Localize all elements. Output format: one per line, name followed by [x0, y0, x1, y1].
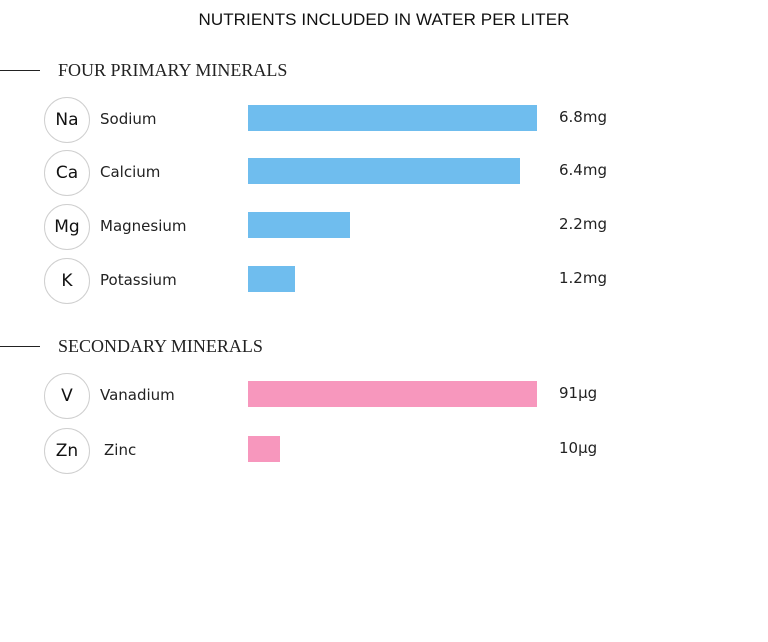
value-label: 2.2mg: [559, 215, 607, 233]
section-title: FOUR PRIMARY MINERALS: [58, 60, 288, 80]
value-label: 6.8mg: [559, 108, 607, 126]
mineral-name: Calcium: [100, 163, 161, 181]
bar-calcium: [248, 158, 520, 184]
bar-potassium: [248, 266, 295, 292]
bar-magnesium: [248, 212, 350, 238]
bar-zinc: [248, 436, 280, 462]
chart-title: NUTRIENTS INCLUDED IN WATER PER LITER: [198, 10, 570, 29]
element-symbol-badge: V: [44, 373, 90, 419]
mineral-row-vanadium: V Vanadium 91μg: [0, 373, 768, 421]
section-rule: [0, 346, 40, 347]
value-label: 1.2mg: [559, 269, 607, 287]
value-label: 91μg: [559, 384, 598, 402]
mineral-name: Sodium: [100, 110, 157, 128]
mineral-row-potassium: K Potassium 1.2mg: [0, 258, 768, 306]
section-title: SECONDARY MINERALS: [58, 336, 263, 356]
mineral-row-sodium: Na Sodium 6.8mg: [0, 97, 768, 145]
section-rule: [0, 70, 40, 71]
bar-sodium: [248, 105, 537, 131]
value-label: 10μg: [559, 439, 598, 457]
mineral-row-zinc: Zn Zinc 10μg: [0, 428, 768, 476]
value-label: 6.4mg: [559, 161, 607, 179]
mineral-name: Zinc: [104, 441, 137, 459]
mineral-name: Magnesium: [100, 217, 187, 235]
mineral-name: Vanadium: [100, 386, 175, 404]
element-symbol-badge: Na: [44, 97, 90, 143]
mineral-row-calcium: Ca Calcium 6.4mg: [0, 150, 768, 198]
element-symbol-badge: Ca: [44, 150, 90, 196]
mineral-row-magnesium: Mg Magnesium 2.2mg: [0, 204, 768, 252]
bar-vanadium: [248, 381, 537, 407]
mineral-name: Potassium: [100, 271, 177, 289]
element-symbol-badge: Zn: [44, 428, 90, 474]
element-symbol-badge: Mg: [44, 204, 90, 250]
element-symbol-badge: K: [44, 258, 90, 304]
